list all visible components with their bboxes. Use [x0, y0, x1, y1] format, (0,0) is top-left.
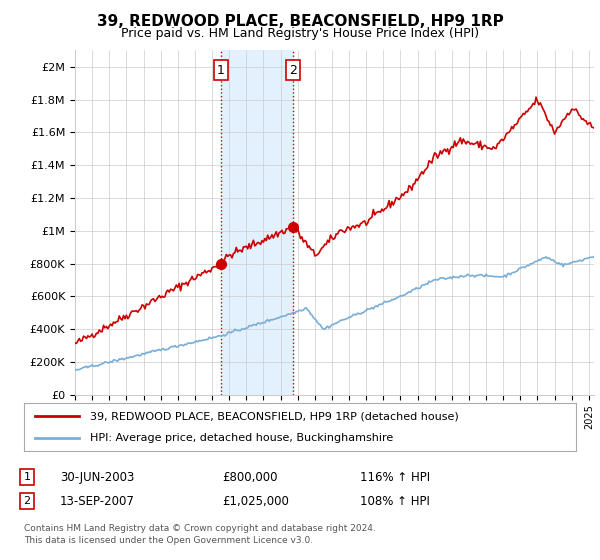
Text: 39, REDWOOD PLACE, BEACONSFIELD, HP9 1RP (detached house): 39, REDWOOD PLACE, BEACONSFIELD, HP9 1RP…	[90, 411, 459, 421]
Text: 13-SEP-2007: 13-SEP-2007	[60, 494, 135, 508]
Text: £1,025,000: £1,025,000	[222, 494, 289, 508]
Text: 2: 2	[23, 496, 31, 506]
Text: Contains HM Land Registry data © Crown copyright and database right 2024.: Contains HM Land Registry data © Crown c…	[24, 524, 376, 533]
Text: 116% ↑ HPI: 116% ↑ HPI	[360, 470, 430, 484]
Text: £800,000: £800,000	[222, 470, 277, 484]
Text: This data is licensed under the Open Government Licence v3.0.: This data is licensed under the Open Gov…	[24, 536, 313, 545]
Text: Price paid vs. HM Land Registry's House Price Index (HPI): Price paid vs. HM Land Registry's House …	[121, 27, 479, 40]
Text: 1: 1	[23, 472, 31, 482]
Text: 30-JUN-2003: 30-JUN-2003	[60, 470, 134, 484]
Text: 1: 1	[217, 64, 224, 77]
Text: HPI: Average price, detached house, Buckinghamshire: HPI: Average price, detached house, Buck…	[90, 433, 394, 443]
Text: 39, REDWOOD PLACE, BEACONSFIELD, HP9 1RP: 39, REDWOOD PLACE, BEACONSFIELD, HP9 1RP	[97, 14, 503, 29]
Bar	[221, 50, 293, 395]
Text: 108% ↑ HPI: 108% ↑ HPI	[360, 494, 430, 508]
Text: 2: 2	[289, 64, 298, 77]
